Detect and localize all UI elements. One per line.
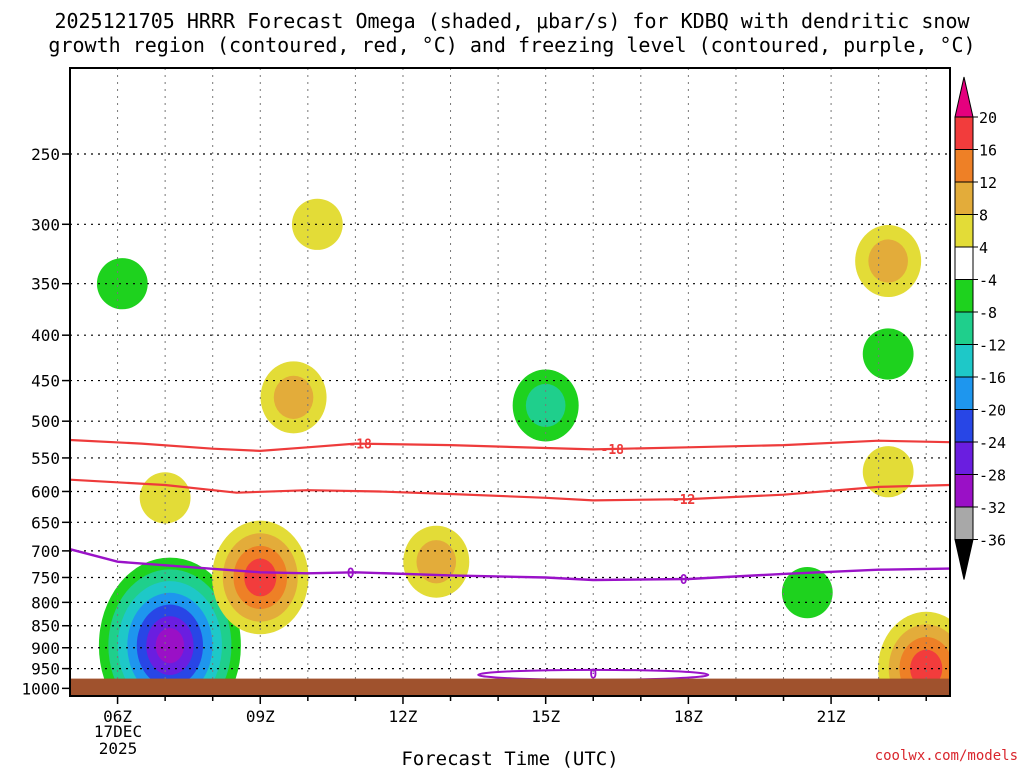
- x-date-day: 17DEC: [94, 722, 142, 741]
- x-tick-label-15Z: 15Z: [531, 707, 560, 726]
- x-axis: 06Z 09Z 12Z 15Z 18Z 21Z: [103, 696, 927, 726]
- omega-band-0-0: [96, 258, 148, 310]
- omega-band-11-0: [781, 566, 833, 619]
- x-axis-label: Forecast Time (UTC): [401, 748, 618, 768]
- colorbar-swatch-2: [954, 149, 974, 183]
- colorbar-swatch-1: [954, 116, 974, 150]
- freezing-label-1: 0: [680, 573, 688, 588]
- omega-band-10-0: [862, 446, 914, 498]
- chart-title: 2025121705 HRRR Forecast Omega (shaded, …: [48, 9, 975, 57]
- y-tick-label-1000: 1000: [21, 679, 60, 698]
- colorbar-swatch-13: [954, 506, 974, 540]
- dendritic-label--18: -18: [348, 438, 372, 453]
- y-tick-label-650: 650: [31, 513, 60, 532]
- freezing-label-0: 0: [347, 566, 355, 581]
- x-date-year: 2025: [99, 739, 138, 758]
- colorbar-label-1: 16: [979, 142, 997, 160]
- colorbar-swatch-9: [954, 376, 974, 410]
- omega-region-8: [855, 225, 922, 298]
- colorbar-label-7: -12: [979, 337, 1006, 355]
- omega-region-11: [781, 566, 833, 619]
- chart-title-line-1: 2025121705 HRRR Forecast Omega (shaded, …: [54, 9, 970, 33]
- x-tick-label-06Z: 06Z: [103, 707, 132, 726]
- omega-band-12-3: [910, 649, 943, 688]
- omega-region-4: [291, 198, 343, 250]
- colorbar-swatch-6: [954, 279, 974, 313]
- y-tick-label-600: 600: [31, 482, 60, 501]
- colorbar-swatch-4: [954, 214, 974, 248]
- colorbar-swatch-7: [954, 311, 974, 345]
- colorbar-swatch-3: [954, 181, 974, 215]
- freezing-label-surface: 0: [589, 667, 597, 682]
- omega-band-8-1: [868, 239, 908, 283]
- omega-region-9: [862, 328, 914, 380]
- y-tick-label-300: 300: [31, 215, 60, 234]
- omega-region-10: [862, 446, 914, 498]
- colorbar: 20 16 12 8 4 -4 -8 -12 -16 -20 -24 -28 -32 -36: [954, 76, 1006, 580]
- colorbar-label-4: 4: [979, 239, 988, 257]
- colorbar-label-3: 8: [979, 207, 988, 225]
- y-axis: 250 300 350 400 450 500 550 600 650 700 750 800 850 9…: [21, 145, 70, 698]
- omega-band-9-0: [862, 328, 914, 380]
- y-tick-label-750: 750: [31, 568, 60, 587]
- credit-text: coolwx.com/models: [875, 748, 1018, 764]
- x-tick-label-12Z: 12Z: [389, 707, 418, 726]
- plot-frame: [69, 67, 951, 697]
- omega-region-0: [96, 258, 148, 310]
- colorbar-top-arrow: [954, 76, 974, 118]
- colorbar-bottom-arrow: [954, 539, 974, 580]
- x-tick-label-09Z: 09Z: [246, 707, 275, 726]
- y-tick-label-550: 550: [31, 449, 60, 468]
- dendritic-label--18-b: -18: [601, 443, 625, 458]
- x-tick-label-21Z: 21Z: [817, 707, 846, 726]
- omega-region-2: [98, 557, 241, 696]
- dendritic-label--12: -12: [672, 493, 695, 508]
- omega-region-6: [403, 525, 470, 598]
- y-tick-label-350: 350: [31, 275, 60, 294]
- y-tick-label-450: 450: [31, 372, 60, 391]
- chart-title-line-2: growth region (contoured, red, °C) and f…: [48, 33, 975, 57]
- omega-band-4-0: [291, 198, 343, 250]
- colorbar-label-6: -8: [979, 304, 997, 322]
- y-tick-label-250: 250: [31, 145, 60, 164]
- y-tick-label-950: 950: [31, 660, 60, 679]
- colorbar-label-10: -24: [979, 434, 1006, 452]
- omega-band-5-1: [273, 375, 314, 419]
- dendritic-contour--18: [70, 438, 950, 453]
- y-tick-label-500: 500: [31, 412, 60, 431]
- x-tick-label-18Z: 18Z: [674, 707, 703, 726]
- colorbar-label-0: 20: [979, 109, 997, 127]
- y-tick-label-850: 850: [31, 617, 60, 636]
- freezing-level-contour: [70, 548, 950, 582]
- y-tick-label-900: 900: [31, 639, 60, 658]
- omega-band-1-0: [139, 472, 191, 524]
- omega-region-5: [260, 361, 327, 434]
- colorbar-label-9: -20: [979, 402, 1006, 420]
- colorbar-swatch-12: [954, 474, 974, 508]
- colorbar-label-5: -4: [979, 272, 997, 290]
- colorbar-label-13: -36: [979, 532, 1006, 550]
- colorbar-label-12: -32: [979, 499, 1006, 517]
- omega-band-2-6: [155, 628, 185, 664]
- y-tick-label-700: 700: [31, 542, 60, 561]
- omega-region-1: [139, 472, 191, 524]
- y-tick-label-800: 800: [31, 593, 60, 612]
- colorbar-swatch-5: [954, 246, 974, 280]
- omega-band-6-1: [416, 540, 457, 584]
- colorbar-label-2: 12: [979, 174, 997, 192]
- colorbar-label-8: -16: [979, 369, 1006, 387]
- dendritic-contour--12: [70, 478, 950, 502]
- y-tick-label-400: 400: [31, 326, 60, 345]
- colorbar-label-11: -28: [979, 467, 1006, 485]
- colorbar-swatch-11: [954, 441, 974, 475]
- terrain-below-ground: [70, 678, 950, 696]
- colorbar-swatch-8: [954, 344, 974, 378]
- colorbar-swatch-10: [954, 409, 974, 443]
